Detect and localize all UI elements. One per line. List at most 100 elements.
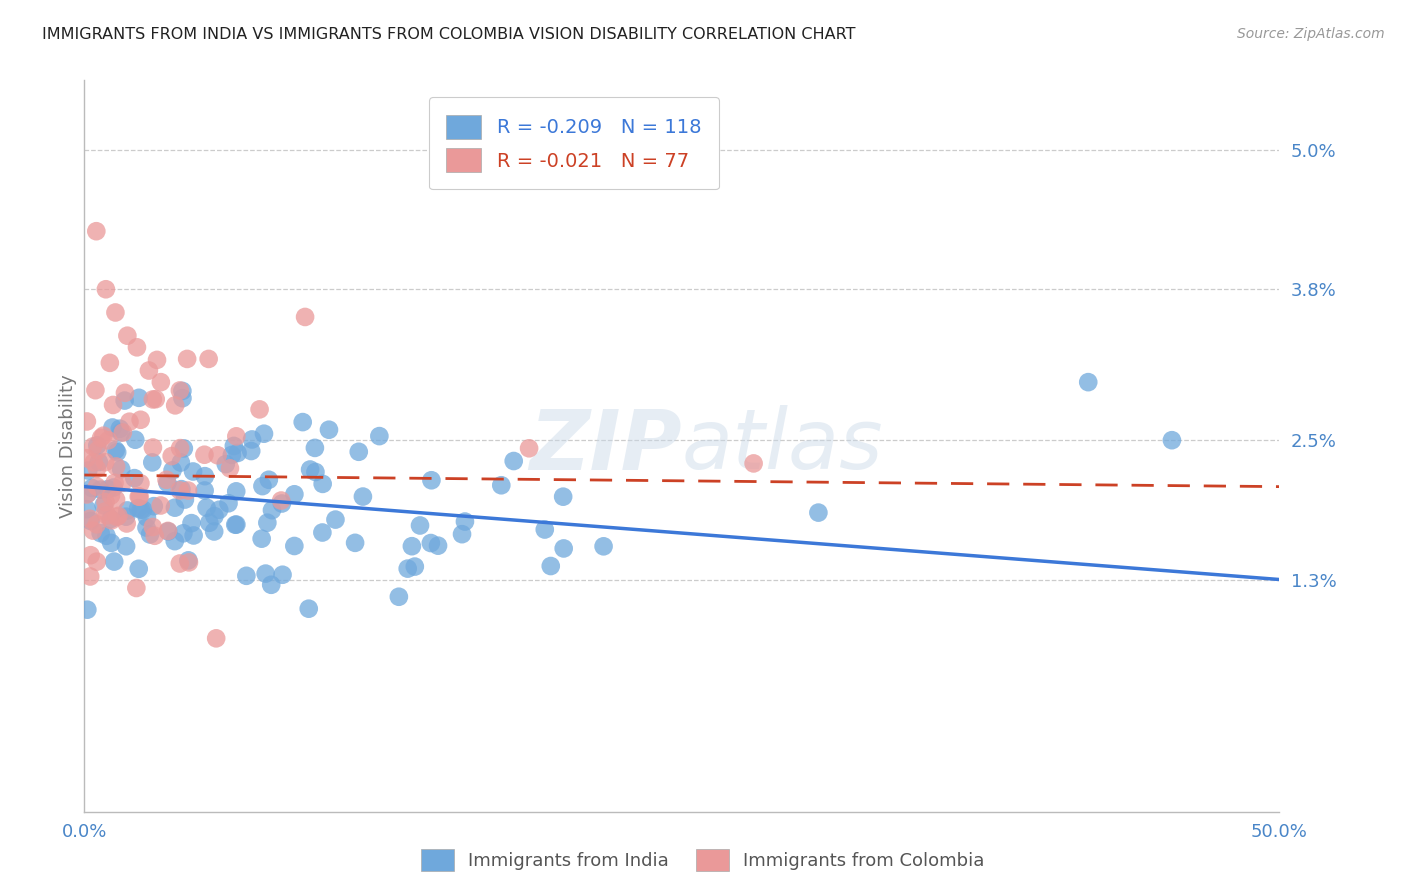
Point xyxy=(368,429,391,443)
Point xyxy=(146,352,169,367)
Point xyxy=(105,459,128,474)
Point xyxy=(82,524,104,538)
Point xyxy=(79,569,101,583)
Point xyxy=(352,490,374,504)
Point xyxy=(250,532,273,546)
Point xyxy=(177,553,200,567)
Point xyxy=(114,385,136,400)
Point xyxy=(298,601,321,615)
Legend: Immigrants from India, Immigrants from Colombia: Immigrants from India, Immigrants from C… xyxy=(415,842,991,879)
Point xyxy=(1077,375,1099,389)
Point xyxy=(76,502,98,516)
Point xyxy=(87,455,110,469)
Point xyxy=(533,523,555,537)
Point xyxy=(94,282,117,296)
Point xyxy=(396,561,419,575)
Point xyxy=(311,476,333,491)
Point xyxy=(135,520,157,534)
Point xyxy=(101,398,124,412)
Point xyxy=(271,567,294,582)
Point xyxy=(553,490,575,504)
Point xyxy=(502,454,524,468)
Text: atlas: atlas xyxy=(682,406,883,486)
Point xyxy=(142,520,165,534)
Point xyxy=(76,487,98,501)
Point xyxy=(219,461,242,475)
Point xyxy=(107,508,129,523)
Point xyxy=(128,490,150,504)
Point xyxy=(172,391,194,405)
Point xyxy=(169,384,191,398)
Point xyxy=(97,434,120,448)
Point xyxy=(260,578,283,592)
Point xyxy=(304,441,326,455)
Point xyxy=(94,495,117,509)
Point xyxy=(344,536,367,550)
Point xyxy=(125,340,148,354)
Point xyxy=(155,473,177,487)
Point xyxy=(118,415,141,429)
Point xyxy=(98,356,121,370)
Point xyxy=(124,433,146,447)
Point xyxy=(198,516,221,530)
Point xyxy=(454,515,477,529)
Point xyxy=(86,555,108,569)
Point xyxy=(202,524,225,539)
Point xyxy=(103,475,125,490)
Point xyxy=(420,473,443,487)
Point xyxy=(173,442,195,456)
Point xyxy=(226,446,249,460)
Point xyxy=(170,456,193,470)
Point xyxy=(419,536,441,550)
Text: ZIP: ZIP xyxy=(529,406,682,486)
Point xyxy=(170,482,193,496)
Point xyxy=(76,414,98,428)
Point xyxy=(401,539,423,553)
Point xyxy=(162,463,184,477)
Point xyxy=(163,534,186,549)
Point xyxy=(163,500,186,515)
Point xyxy=(76,451,98,466)
Point xyxy=(124,471,146,485)
Point xyxy=(139,527,162,541)
Point xyxy=(86,480,108,494)
Point xyxy=(451,527,474,541)
Point xyxy=(156,475,179,490)
Point xyxy=(86,517,108,532)
Point xyxy=(388,590,411,604)
Point xyxy=(311,525,333,540)
Point xyxy=(103,481,125,495)
Point xyxy=(96,529,118,543)
Point xyxy=(100,512,122,526)
Point xyxy=(553,541,575,556)
Point xyxy=(79,514,101,528)
Point xyxy=(157,524,180,539)
Point xyxy=(145,392,167,407)
Point xyxy=(110,425,132,440)
Point xyxy=(256,516,278,530)
Point xyxy=(132,502,155,516)
Point xyxy=(225,429,247,443)
Point xyxy=(125,581,148,595)
Point xyxy=(222,439,245,453)
Point xyxy=(253,426,276,441)
Point xyxy=(208,502,231,516)
Point xyxy=(194,469,217,483)
Point xyxy=(100,489,122,503)
Point xyxy=(160,449,183,463)
Point xyxy=(94,504,117,518)
Point xyxy=(114,393,136,408)
Point xyxy=(80,481,103,495)
Point xyxy=(193,448,215,462)
Point xyxy=(156,524,179,538)
Point xyxy=(105,510,128,524)
Point xyxy=(224,517,246,532)
Point xyxy=(294,310,316,324)
Point xyxy=(77,463,100,477)
Point xyxy=(94,455,117,469)
Point xyxy=(128,391,150,405)
Point xyxy=(117,503,139,517)
Point xyxy=(128,490,150,504)
Point xyxy=(96,508,118,523)
Point xyxy=(194,483,217,498)
